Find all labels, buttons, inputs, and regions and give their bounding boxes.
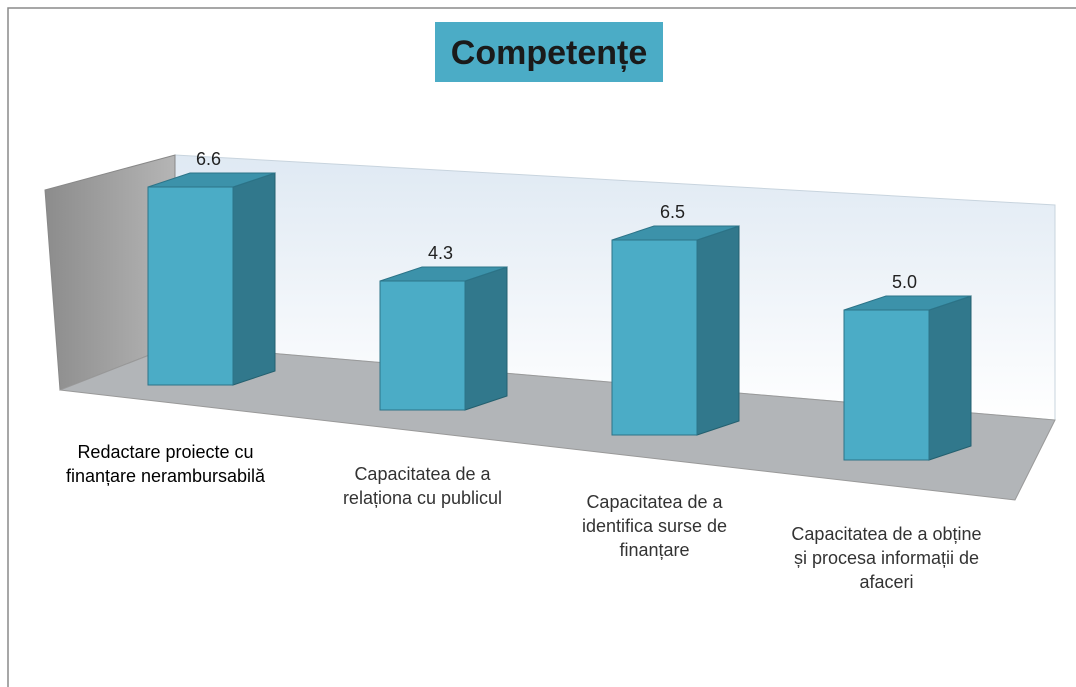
category-label: Redactare proiecte cu finanțare nerambur… [65, 442, 266, 486]
chart-title: Competențe [451, 34, 647, 72]
bar-side [928, 295, 972, 461]
value-label: 4.3 [428, 243, 453, 263]
category-label: Capacitatea de a identifica surse de fin… [581, 492, 728, 560]
value-label: 5.0 [892, 272, 917, 292]
category-label: Capacitatea de a obține și procesa infor… [791, 524, 982, 592]
bar [379, 280, 466, 411]
value-label: 6.5 [660, 202, 685, 222]
bar [147, 186, 234, 386]
bar-side [696, 225, 740, 436]
frame [7, 7, 1076, 687]
bar-side [464, 266, 508, 411]
bar-side [232, 172, 276, 386]
category-label: Capacitatea de a relaționa cu publicul [342, 464, 503, 508]
title-box [435, 22, 663, 82]
value-label: 6.6 [196, 149, 221, 169]
floor [59, 344, 1056, 501]
bar [843, 309, 930, 461]
bar [611, 239, 698, 436]
